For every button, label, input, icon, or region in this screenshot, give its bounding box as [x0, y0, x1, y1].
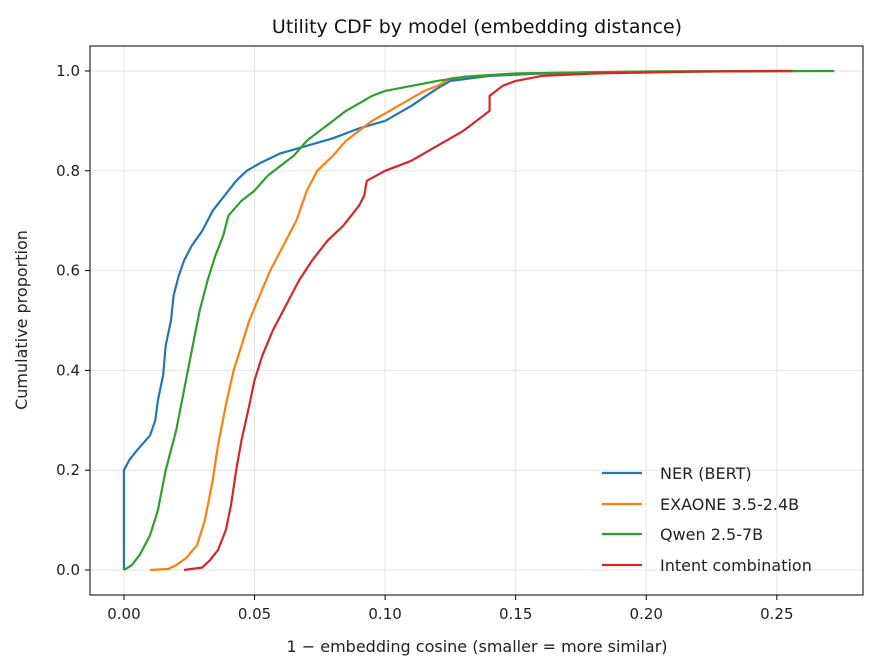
tick-layer: 0.00 0.05 0.10 0.15 0.20 0.25 0.0 0.2 0.4 0.6 0.8 1…: [56, 62, 793, 623]
y-tick-label: 1.0: [56, 62, 80, 80]
x-tick-label: 0.25: [760, 605, 793, 623]
series-layer: [122, 69, 835, 572]
legend-label-exaone: EXAONE 3.5-2.4B: [660, 495, 799, 514]
series-line-qwen: [123, 69, 835, 571]
y-tick-label: 0.0: [56, 561, 80, 579]
y-axis-label: Cumulative proportion: [12, 230, 31, 410]
series-line-exaone: [150, 69, 793, 572]
x-axis-label: 1 − embedding cosine (smaller = more sim…: [286, 637, 667, 656]
x-tick-label: 0.20: [630, 605, 663, 623]
y-tick-label: 0.4: [56, 361, 80, 379]
legend-label-ner: NER (BERT): [660, 464, 752, 483]
y-tick-label: 0.2: [56, 461, 80, 479]
x-tick-label: 0.00: [107, 605, 140, 623]
legend-label-intent: Intent combination: [660, 556, 812, 575]
legend-label-qwen: Qwen 2.5-7B: [660, 525, 763, 544]
y-tick-label: 0.8: [56, 162, 80, 180]
legend: NER (BERT) EXAONE 3.5-2.4B Qwen 2.5-7B I…: [602, 464, 812, 575]
y-tick-label: 0.6: [56, 262, 80, 280]
series-line-intent: [183, 69, 793, 572]
x-tick-label: 0.05: [238, 605, 271, 623]
series-line-ner: [122, 69, 798, 570]
chart-title: Utility CDF by model (embedding distance…: [272, 16, 682, 38]
x-tick-label: 0.10: [368, 605, 401, 623]
grid-layer: [90, 46, 863, 595]
x-tick-label: 0.15: [499, 605, 532, 623]
plot-frame: [89, 45, 864, 596]
